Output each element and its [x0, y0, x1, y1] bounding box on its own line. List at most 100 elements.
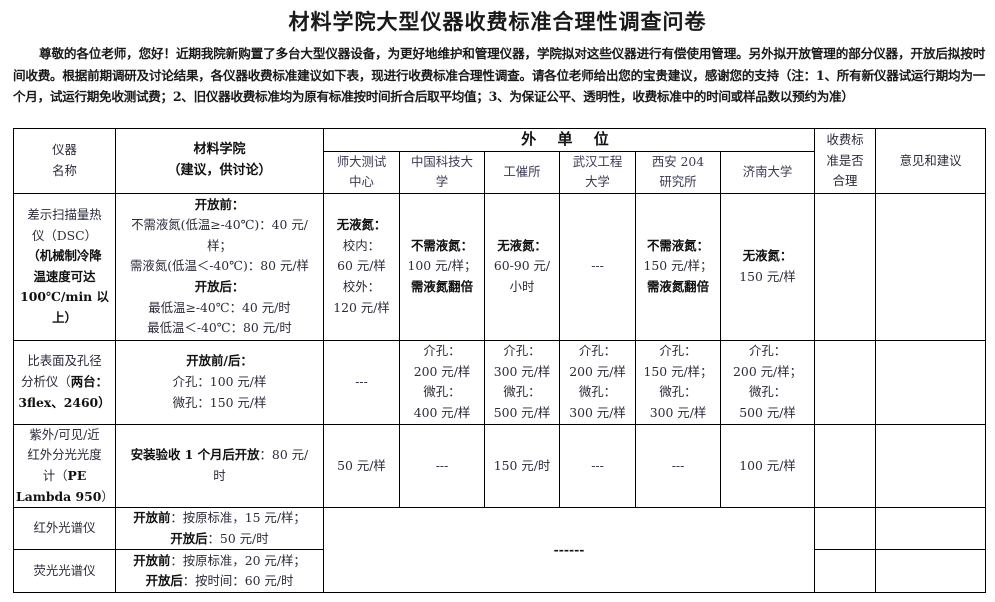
external-fee-cell: ---: [559, 423, 636, 509]
text-segment: 100 元/样；: [407, 258, 477, 274]
cell-line: 武汉工程: [572, 153, 623, 169]
cell-line: 需液氮翻倍: [638, 277, 718, 298]
text-segment: 无液氮：: [497, 237, 547, 253]
text-segment: ：80 元/: [259, 447, 309, 463]
cell-line: 500 元/样: [723, 403, 812, 423]
text-segment: （机械制冷降: [27, 248, 102, 264]
text-segment: ：按时间：60 元/时: [182, 573, 294, 589]
text-segment: 最低温＜-40℃：80 元/时: [147, 320, 292, 336]
cell-line: 150 元/样；: [638, 362, 718, 383]
reasonable-answer-cell[interactable]: [814, 549, 877, 594]
header-comments: 意见和建议: [875, 128, 987, 194]
text-segment: ---: [591, 258, 604, 274]
text-segment: 红外分光光度: [27, 447, 102, 463]
cell-line: 开放后：: [118, 277, 321, 298]
cell-line: 需液氮(低温＜-40℃)：80 元/样: [118, 256, 321, 277]
page-title: 材料学院大型仪器收费标准合理性调查问卷: [288, 9, 707, 34]
text-segment: 50 元/样: [337, 457, 386, 473]
cell-line: 微孔：: [638, 382, 718, 403]
cell-line: 介孔：: [402, 341, 482, 361]
cell-line: 准是否: [826, 152, 864, 168]
reasonable-answer-cell[interactable]: [814, 423, 877, 509]
table-row: 紫外/可见/近 红外分光光度 计（PE Lambda 950） 安装验收 1 个月后开放…: [13, 423, 987, 509]
cell-line: 微孔：: [487, 382, 557, 403]
header-external-unit: 师大测试 中心: [323, 150, 400, 194]
external-fee-cell: ---: [399, 423, 485, 509]
header-external-unit: 工催所: [484, 150, 560, 194]
text-segment: 上）: [52, 309, 77, 325]
table-row: 比表面及孔径 分析仪（两台： 3flex、2460） 开放前/后： 介孔：100 元/样…: [13, 339, 987, 425]
cell-line: 200 元/样；: [723, 362, 812, 383]
cell-line: 红外光谱仪: [16, 518, 113, 539]
cell-line: 无液氮：: [723, 246, 812, 267]
table-row: 荧光光谱仪 开放前：按原标准，20 元/样； 开放后：按时间：60 元/时: [13, 549, 987, 594]
text-segment: 300 元/样: [649, 404, 707, 420]
header-external-unit: 武汉工程 大学: [559, 150, 636, 194]
external-fee-cell: 无液氮： 60-90 元/小时: [484, 192, 560, 341]
text-segment: 微孔：: [659, 384, 697, 400]
comments-answer-cell[interactable]: [875, 339, 987, 425]
cell-line: 300 元/样: [562, 403, 633, 423]
text-segment: 介孔：: [659, 343, 697, 359]
text-segment: 介孔：: [748, 343, 787, 359]
text-segment: 150 元/样；: [643, 363, 713, 379]
text-segment: 200 元/样；: [733, 363, 802, 379]
text-segment: ---: [435, 457, 449, 473]
cell-line: 紫外/可见/近: [16, 425, 113, 445]
cell-line: 红外分光光度: [16, 445, 113, 466]
cell-line: 微孔：150 元/样: [118, 393, 321, 414]
text-segment: 300 元/样: [493, 363, 551, 379]
cell-line: 开放前：按原标准，20 元/样；: [118, 551, 321, 572]
text-segment: ---: [671, 457, 685, 473]
cell-line: 收费标: [826, 132, 864, 147]
text-segment: 介孔：: [503, 343, 541, 359]
comments-answer-cell[interactable]: [875, 192, 987, 341]
text-segment: 不需液氮(低温≥-40℃)：40 元/: [131, 217, 308, 233]
text-segment: 安装验收 1 个月后开放: [130, 447, 260, 463]
header-external-unit: 中国科技大学: [399, 150, 485, 194]
external-group-label: 外 单 位: [521, 130, 617, 148]
text-segment: 200 元/样: [413, 363, 471, 379]
text-segment: 不需液氮：: [647, 237, 709, 253]
cell-line: 300 元/样: [638, 403, 718, 423]
text-segment: 仪（DSC）: [31, 227, 98, 243]
reasonable-answer-cell[interactable]: [814, 192, 877, 341]
cell-line: 学: [435, 174, 449, 190]
cell-line: ---: [562, 456, 633, 477]
comments-answer-cell[interactable]: [875, 507, 987, 551]
reasonable-answer-cell[interactable]: [814, 339, 877, 425]
cell-line: （建议，供讨论）: [167, 162, 272, 178]
cell-line: 介孔：: [723, 341, 812, 361]
cell-line: 500 元/样: [487, 403, 557, 423]
header-reasonable: 收费标 准是否 合理: [814, 128, 877, 194]
reasonable-answer-cell[interactable]: [814, 507, 877, 551]
cell-line: 仪（DSC）: [16, 226, 113, 247]
cell-line: 150 元/时: [487, 456, 557, 477]
external-fee-cell: 介孔： 200 元/样 微孔： 400 元/样: [399, 339, 485, 425]
text-segment: 开放前：: [194, 196, 245, 212]
cell-line: 200 元/样: [562, 362, 633, 383]
text-segment: 60-90 元/: [493, 258, 551, 274]
cell-line: 60-90 元/: [487, 256, 557, 277]
cell-line: 仪器: [52, 142, 77, 158]
cell-line: 400 元/样: [402, 403, 482, 423]
text-segment: 开放前: [133, 510, 171, 526]
comments-answer-cell[interactable]: [875, 549, 987, 594]
text-segment: 紫外/可见/近: [29, 426, 100, 442]
header-row: 师大测试 中心 中国科技大学工催所 武汉工程 大学 西安 204 研究所 济南大学: [14, 150, 986, 194]
text-segment: PE: [67, 467, 87, 483]
cell-line: 介孔：: [487, 341, 557, 361]
text-segment: 微孔：: [423, 384, 461, 400]
text-segment: 100℃/min 以: [20, 289, 109, 305]
external-fee-cell: ---: [635, 423, 721, 509]
external-fee-cell: 50 元/样: [323, 423, 400, 509]
college-fee-cell: 开放前： 不需液氮(低温≥-40℃)：40 元/样； 需液氮(低温＜-40℃)：80…: [115, 192, 324, 341]
comments-answer-cell[interactable]: [875, 423, 987, 509]
text-segment: 分析仪（: [21, 373, 71, 389]
cell-line: 合理: [832, 173, 858, 189]
text-segment: 荧光光谱仪: [33, 563, 96, 579]
cell-line: ---: [562, 256, 633, 277]
cell-line: 100℃/min 以: [16, 287, 113, 308]
cell-line: 介孔：: [638, 341, 718, 361]
text-segment: 两台：: [70, 373, 108, 389]
